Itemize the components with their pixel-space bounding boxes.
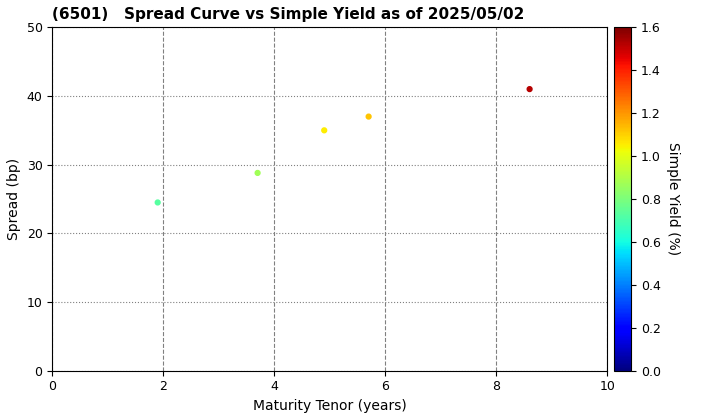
Text: (6501)   Spread Curve vs Simple Yield as of 2025/05/02: (6501) Spread Curve vs Simple Yield as o… [53, 7, 525, 22]
Point [363, 113, 374, 120]
X-axis label: Maturity Tenor (years): Maturity Tenor (years) [253, 399, 407, 413]
Point [524, 86, 536, 92]
Y-axis label: Simple Yield (%): Simple Yield (%) [666, 142, 680, 256]
Point [252, 170, 264, 176]
Y-axis label: Spread (bp): Spread (bp) [7, 158, 21, 240]
Point [152, 199, 163, 206]
Point [318, 127, 330, 134]
